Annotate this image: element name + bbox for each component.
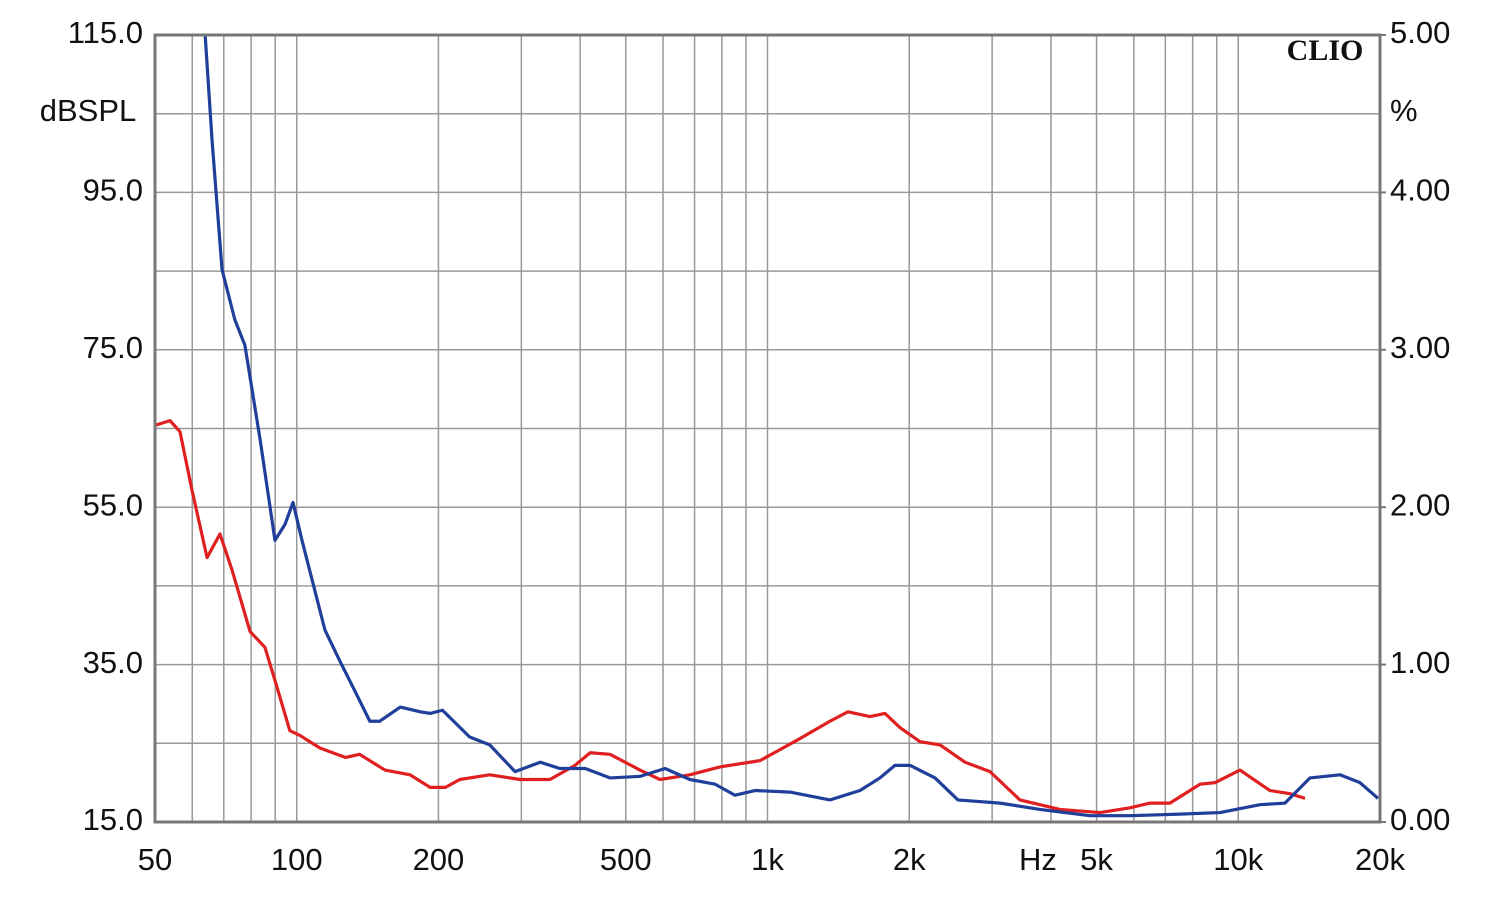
x-tick-label: 10k [1213,842,1263,877]
x-tick-label: 50 [138,842,172,877]
x-tick-label: 2k [893,842,926,877]
y2-tick-label: 2.00 [1390,487,1450,522]
x-tick-label: 200 [413,842,465,877]
chart-title: CLIO [1287,34,1364,67]
data-line [203,35,1380,818]
y-axis-label: dBSPL [40,93,137,128]
y-tick-label: 95.0 [83,173,143,208]
y2-tick-label: 5.00 [1390,15,1450,50]
y-tick-label: 15.0 [83,802,143,837]
y-tick-label: 35.0 [83,645,143,680]
y-tick-label: 55.0 [83,487,143,522]
x-tick-label: 5k [1080,842,1113,877]
y2-axis-label: % [1390,93,1418,128]
y2-tick-label: 0.00 [1390,802,1450,837]
x-tick-label: 500 [600,842,652,877]
x-tick-label: 20k [1355,842,1405,877]
x-tick-label: 1k [751,842,784,877]
y-tick-label: 115.0 [68,15,143,50]
y2-tick-label: 1.00 [1390,645,1450,680]
y-tick-label: 75.0 [83,330,143,365]
plot-frame [153,33,1382,824]
y2-tick-label: 4.00 [1390,173,1450,208]
x-unit-label: Hz [1019,842,1057,877]
y2-tick-label: 3.00 [1390,330,1450,365]
x-tick-label: 100 [271,842,323,877]
